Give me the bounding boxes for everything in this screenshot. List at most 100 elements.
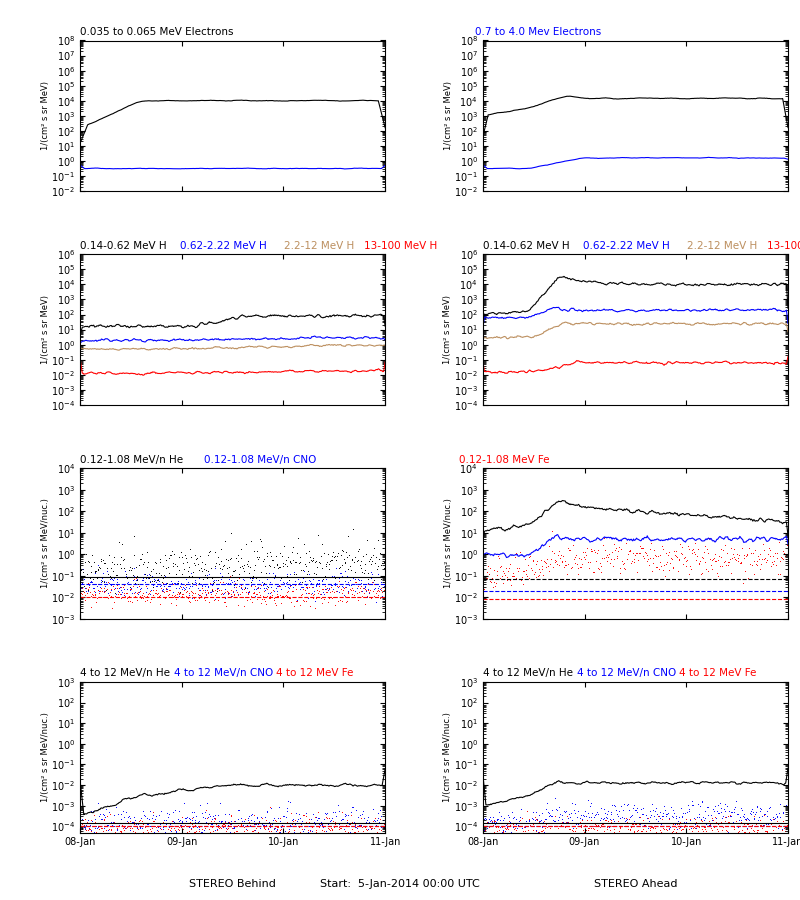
Point — [768, 554, 781, 569]
Point — [234, 587, 246, 601]
Point — [528, 567, 541, 581]
Point — [698, 813, 710, 827]
Point — [362, 827, 374, 842]
Point — [376, 799, 389, 814]
Point — [302, 580, 315, 594]
Point — [782, 562, 794, 577]
Point — [86, 825, 99, 840]
Point — [291, 577, 304, 591]
Point — [138, 567, 151, 581]
Point — [104, 823, 117, 837]
Point — [361, 813, 374, 827]
Point — [548, 554, 561, 569]
Point — [278, 575, 290, 590]
Point — [566, 827, 578, 842]
Point — [152, 573, 165, 588]
Point — [282, 824, 294, 839]
Point — [350, 821, 363, 835]
Point — [601, 820, 614, 834]
Point — [82, 554, 94, 568]
Point — [735, 555, 748, 570]
Point — [116, 590, 129, 605]
Point — [130, 572, 142, 587]
Point — [274, 570, 286, 584]
Point — [722, 809, 734, 824]
Point — [187, 805, 200, 819]
Point — [570, 548, 582, 562]
Point — [320, 582, 333, 597]
Point — [182, 561, 195, 575]
Point — [766, 554, 778, 569]
Point — [186, 575, 199, 590]
Point — [364, 822, 377, 836]
Point — [685, 820, 698, 834]
Point — [152, 566, 165, 580]
Point — [190, 593, 203, 608]
Point — [222, 576, 234, 590]
Point — [659, 822, 672, 836]
Point — [355, 575, 368, 590]
Point — [312, 820, 325, 834]
Point — [288, 564, 301, 579]
Point — [671, 564, 684, 579]
Point — [750, 558, 763, 572]
Point — [254, 588, 266, 602]
Point — [482, 812, 495, 826]
Point — [90, 572, 103, 586]
Point — [739, 813, 752, 827]
Point — [318, 812, 330, 826]
Point — [149, 572, 162, 587]
Point — [329, 571, 342, 585]
Point — [547, 814, 560, 828]
Point — [670, 816, 683, 831]
Point — [298, 563, 310, 578]
Point — [338, 588, 350, 602]
Point — [154, 578, 167, 592]
Point — [486, 810, 499, 824]
Point — [714, 550, 727, 564]
Point — [264, 589, 277, 603]
Point — [558, 820, 571, 834]
Point — [665, 799, 678, 814]
Point — [568, 796, 581, 811]
Point — [242, 811, 254, 825]
Point — [504, 819, 517, 833]
Point — [353, 818, 366, 832]
Point — [191, 814, 204, 829]
Point — [350, 820, 362, 834]
Point — [582, 561, 595, 575]
Point — [566, 538, 579, 553]
Point — [264, 559, 277, 573]
Point — [776, 552, 789, 566]
Point — [340, 545, 353, 560]
Point — [90, 819, 102, 833]
Point — [598, 531, 610, 545]
Point — [556, 812, 569, 826]
Point — [309, 593, 322, 608]
Point — [167, 819, 180, 833]
Point — [651, 808, 664, 823]
Point — [166, 585, 179, 599]
Point — [263, 545, 276, 560]
Point — [373, 822, 386, 836]
Point — [144, 568, 157, 582]
Point — [550, 554, 562, 568]
Point — [361, 566, 374, 580]
Point — [186, 810, 199, 824]
Point — [224, 526, 237, 540]
Point — [748, 567, 761, 581]
Point — [146, 573, 158, 588]
Point — [495, 824, 508, 839]
Point — [316, 573, 329, 588]
Point — [206, 809, 219, 824]
Point — [291, 531, 304, 545]
Point — [303, 572, 316, 587]
Point — [301, 819, 314, 833]
Point — [651, 549, 664, 563]
Point — [582, 793, 594, 807]
Point — [175, 810, 188, 824]
Point — [269, 568, 282, 582]
Point — [94, 828, 106, 842]
Point — [265, 549, 278, 563]
Text: 0.12-1.08 MeV Fe: 0.12-1.08 MeV Fe — [459, 454, 550, 464]
